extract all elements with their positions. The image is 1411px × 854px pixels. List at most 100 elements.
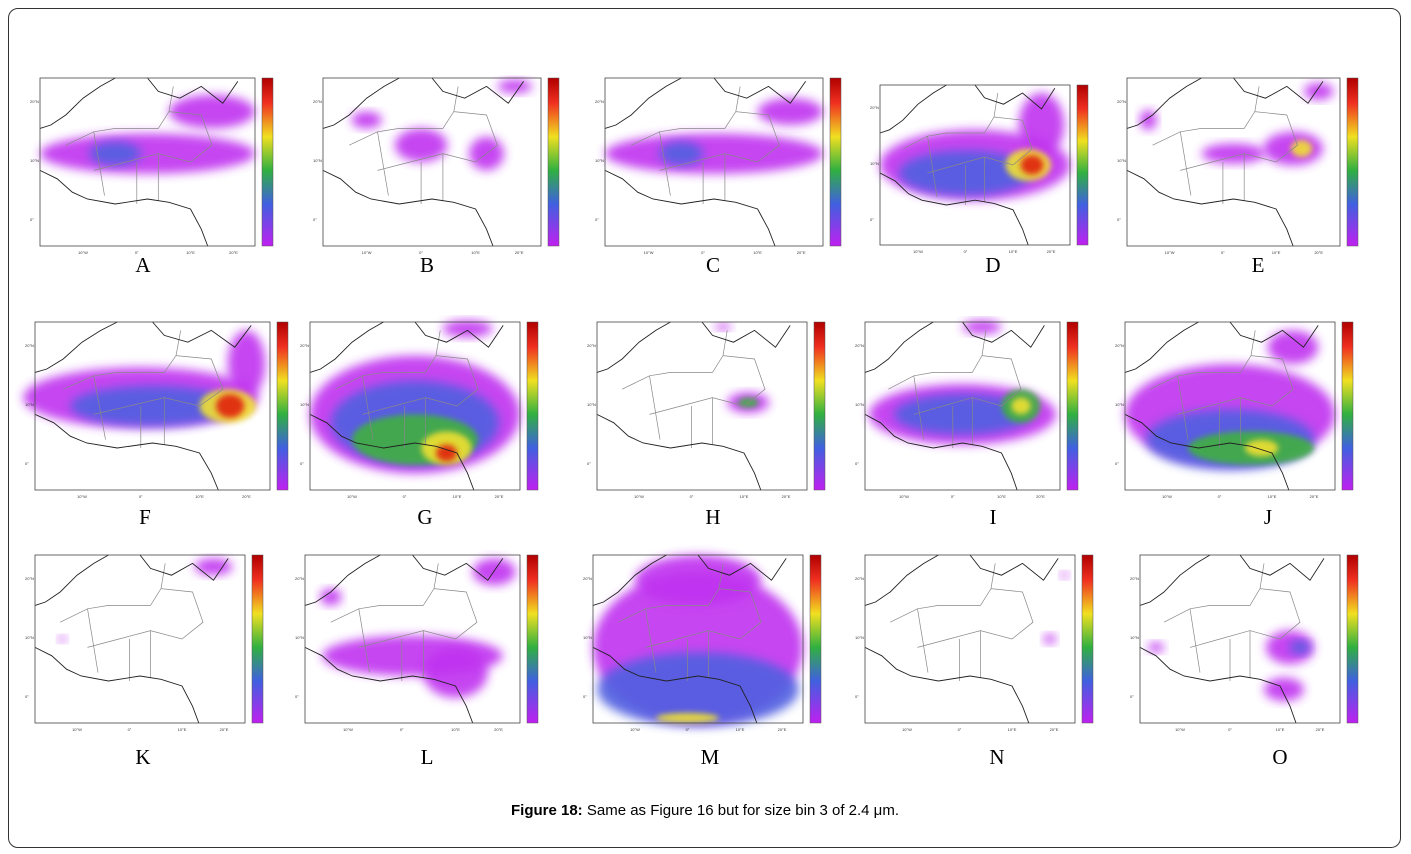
lon-tick: 10°E [1008,727,1017,732]
plume [472,558,516,586]
lon-tick: 10°W [630,727,640,732]
plume [1264,677,1304,702]
lon-tick: 10°W [77,494,87,499]
lat-tick: 10°N [583,635,592,640]
lat-tick: 20°N [30,99,39,104]
lat-tick: 10°N [855,635,864,640]
lat-tick: 10°N [25,635,34,640]
caption-label: Figure 18: [511,802,583,819]
colorbar [829,77,842,247]
borders [330,563,478,681]
plume [1148,642,1164,653]
map-border [322,77,542,247]
lon-tick: 10°E [753,250,762,255]
plume [656,712,719,723]
plume [320,588,342,606]
lat-tick: 20°N [583,576,592,581]
lon-tick: 20°E [1047,249,1056,254]
lon-tick: 10°E [736,727,745,732]
map-panel: 20°N 10°N 0° 10°W 0° 10°E 20°E [855,554,1094,732]
lon-tick: 10°E [1272,250,1281,255]
map-panel: 20°N 10°N 0° 10°W 0° 10°E 20°E [595,77,842,255]
coastline [304,554,504,724]
plume [442,320,493,338]
plume [423,647,488,698]
borders [888,330,1022,448]
lon-tick: 0° [964,249,968,254]
lon-tick: 10°W [347,494,357,499]
plume [659,141,704,166]
panel-label: M [701,745,720,769]
coastline [864,554,1059,724]
figure-frame [8,8,1401,848]
lat-tick: 0° [583,694,587,699]
plume [757,98,823,126]
lat-tick: 0° [1130,694,1134,699]
lon-tick: 10°E [195,494,204,499]
lat-tick: 20°N [295,576,304,581]
borders [335,330,479,448]
plume [635,555,761,606]
lon-tick: 20°E [220,727,229,732]
lon-tick: 10°W [644,250,654,255]
borders [349,86,498,204]
coastline [1124,321,1319,491]
lat-tick: 20°N [25,343,34,348]
map-background [597,322,807,490]
map-panel: 20°N 10°N 0° 10°W 0° 10°E 20°E [300,320,539,499]
colorbar [547,77,560,247]
coastline [1126,77,1324,247]
lat-tick: 0° [313,217,317,222]
borders [63,330,224,448]
lon-tick: 10°W [1165,250,1175,255]
lon-tick: 10°E [453,494,462,499]
plume [1020,155,1044,175]
panel-label: L [421,745,434,769]
caption: Figure 18: Same as Figure 16 but for siz… [511,802,899,819]
map-border [1126,77,1341,247]
lon-tick: 10°E [997,494,1006,499]
borders [1150,330,1294,448]
plume [1201,143,1266,164]
coastline [1139,554,1325,724]
borders [902,92,1033,205]
lat-tick: 20°N [870,105,879,110]
colorbar [1076,84,1089,246]
lat-tick: 10°N [300,402,309,407]
borders [631,86,780,204]
lat-tick: 10°N [1117,158,1126,163]
lon-tick: 10°W [78,250,88,255]
map-border [596,321,808,491]
lat-tick: 10°N [1115,402,1124,407]
lat-tick: 0° [25,461,29,466]
panel-label: O [1272,745,1287,769]
lat-tick: 20°N [25,576,34,581]
lon-tick: 10°W [913,249,923,254]
colorbar [813,321,826,491]
panel-label: J [1264,505,1272,529]
lat-tick: 0° [30,217,34,222]
lon-tick: 20°E [797,250,806,255]
colorbar [276,321,289,491]
plume [1291,140,1313,157]
borders [622,330,766,448]
lon-tick: 20°E [1310,494,1319,499]
plume [89,141,142,166]
plume [1244,439,1279,457]
lat-tick: 20°N [300,343,309,348]
map-panel: 20°N 10°N 0° 10°W 0° 10°E 20°E [583,554,822,732]
panel-label: G [417,505,432,529]
lon-tick: 20°E [494,727,503,732]
lon-tick: 10°E [740,494,749,499]
map-panel: 20°N 10°N 0° 10°W 0° 10°E 20°E [1115,321,1354,499]
map-border [304,554,521,724]
plume [605,133,823,174]
plume [1267,330,1319,364]
coastline [34,321,252,491]
lat-tick: 10°N [295,635,304,640]
plume [1043,633,1057,645]
lon-tick: 20°E [778,727,787,732]
borders [60,563,204,681]
plume [1011,397,1031,415]
plume [497,79,533,94]
